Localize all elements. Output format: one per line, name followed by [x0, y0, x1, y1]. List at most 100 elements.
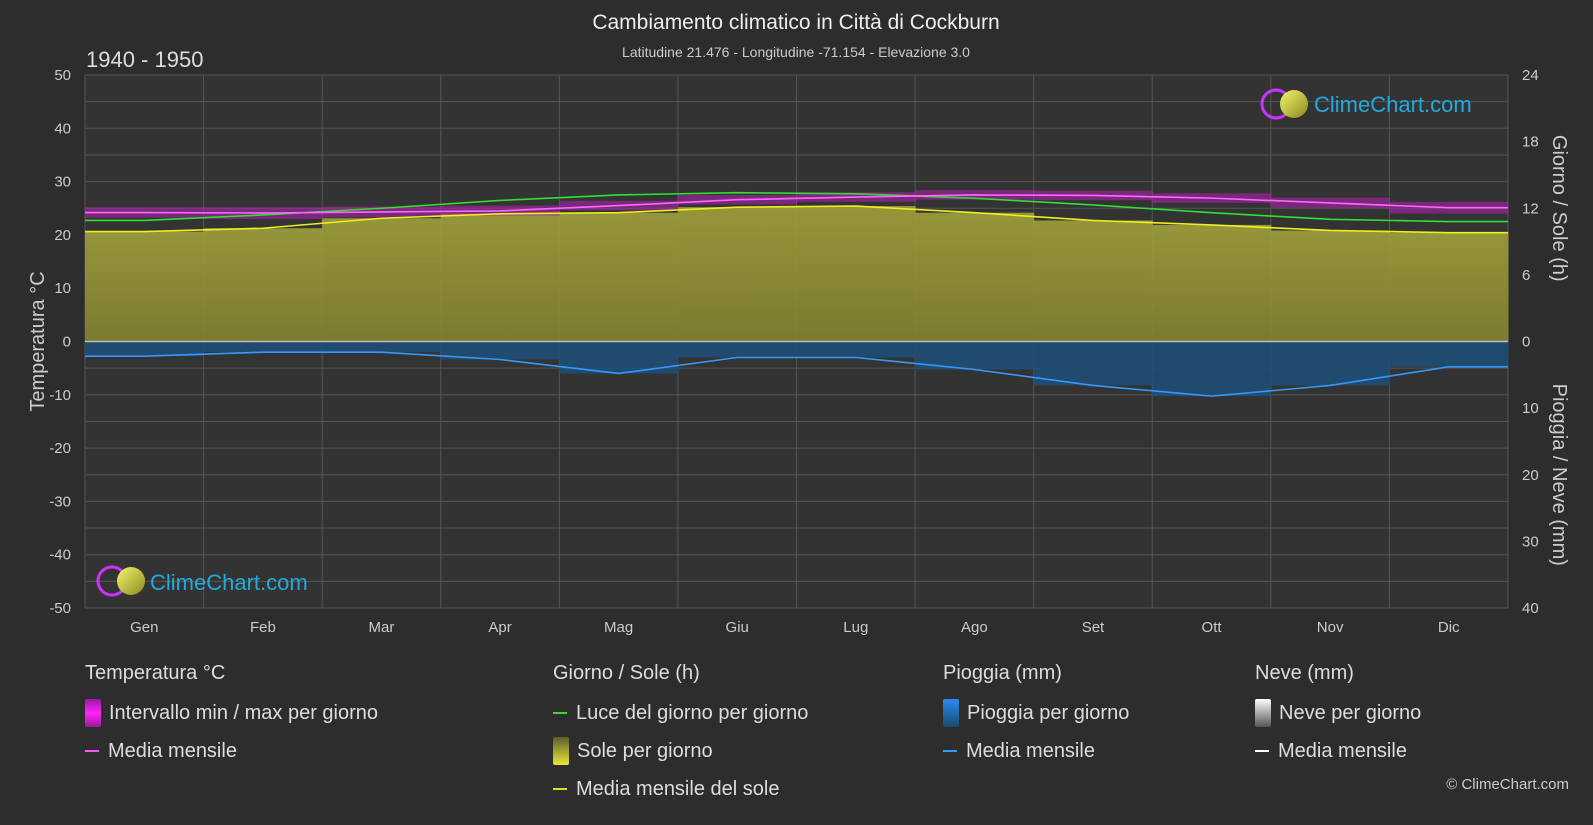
right-top-tick-label: 18 — [1522, 134, 1539, 151]
watermark-top: ClimeChart.com — [1260, 88, 1472, 120]
sun-bar — [1033, 220, 1153, 342]
legend-item: Luce del giorno per giorno — [553, 700, 808, 726]
left-tick-label: 30 — [54, 174, 71, 191]
legend-snow: Neve (mm) Neve per giorno Media mensile — [1255, 662, 1421, 776]
right-top-tick-label: 24 — [1522, 67, 1539, 84]
legend-item: Pioggia per giorno — [943, 699, 1130, 727]
legend-label: Intervallo min / max per giorno — [109, 701, 379, 724]
lines-layer — [85, 191, 1508, 397]
left-axis-title: Temperatura °C — [27, 271, 49, 411]
watermark-text: ClimeChart.com — [150, 570, 308, 595]
line-swatch-icon — [553, 788, 567, 790]
x-tick-label: Nov — [1317, 619, 1344, 636]
legend-title: Giorno / Sole (h) — [553, 662, 700, 684]
rain-bar — [322, 341, 442, 353]
legend-label: Luce del giorno per giorno — [576, 701, 809, 724]
left-tick-label: 10 — [54, 280, 71, 297]
watermark-text: ClimeChart.com — [1314, 92, 1472, 117]
legend-item: Media mensile — [85, 738, 378, 764]
line-swatch-icon — [553, 712, 567, 714]
legend-item: Intervallo min / max per giorno — [85, 699, 379, 727]
rain-bar — [677, 341, 797, 358]
legend-title: Neve (mm) — [1255, 662, 1354, 684]
legend-label: Media mensile — [108, 739, 237, 762]
x-tick-label: Gen — [130, 619, 158, 636]
x-tick-label: Ott — [1202, 619, 1223, 636]
daylight-line — [85, 191, 1508, 223]
legend-title: Pioggia (mm) — [943, 662, 1062, 684]
left-tick-label: 40 — [54, 120, 71, 137]
legend-label: Media mensile — [1278, 739, 1407, 762]
left-tick-label: 0 — [63, 334, 71, 351]
sun-bar — [85, 231, 205, 342]
chart-subtitle: Latitudine 21.476 - Longitudine -71.154 … — [622, 44, 970, 60]
left-tick-label: 50 — [54, 67, 71, 84]
legend-item: Media mensile — [1255, 738, 1421, 764]
legend-label: Media mensile — [966, 739, 1095, 762]
legend-item: Sole per giorno — [553, 737, 808, 765]
x-tick-label: Lug — [843, 619, 868, 636]
right-top-tick-label: 0 — [1522, 334, 1530, 351]
legend-rain: Pioggia (mm) Pioggia per giorno Media me… — [943, 662, 1129, 776]
sun-bar — [677, 207, 797, 342]
temperature-mean-line — [85, 194, 1508, 214]
rain-bar — [203, 341, 323, 353]
sun-bar — [796, 206, 916, 342]
left-tick-label: 20 — [54, 227, 71, 244]
legend-item: Media mensile — [943, 738, 1129, 764]
rain-bar — [85, 341, 205, 357]
right-top-tick-label: 12 — [1522, 200, 1539, 217]
copyright: © ClimeChart.com — [1446, 776, 1569, 793]
left-tick-label: -30 — [49, 493, 71, 510]
legend-item: Media mensile del sole — [553, 776, 808, 802]
right-top-tick-label: 6 — [1522, 267, 1530, 284]
sun-bar — [1270, 230, 1390, 342]
sun-bar — [1152, 224, 1272, 342]
legend-sun: Giorno / Sole (h) Luce del giorno per gi… — [553, 662, 808, 814]
x-tick-label: Mar — [369, 619, 395, 636]
chart-title: Cambiamento climatico in Città di Cockbu… — [592, 11, 999, 34]
rain-bar — [1270, 341, 1390, 386]
logo-sun-icon — [117, 567, 145, 595]
sun-bar — [203, 228, 323, 342]
sunshine-mean-line — [85, 205, 1508, 234]
period-label: 1940 - 1950 — [86, 47, 203, 72]
sun-bar — [559, 212, 679, 342]
rain-bar — [796, 341, 916, 358]
rain-bar — [1152, 341, 1272, 397]
x-tick-label: Apr — [488, 619, 511, 636]
logo-sun-icon — [1280, 90, 1308, 118]
rain-bar — [1389, 341, 1509, 367]
right-bottom-tick-label: 20 — [1522, 467, 1539, 484]
sun-layer — [85, 206, 1509, 342]
sun-bar — [1389, 232, 1509, 342]
x-tick-label: Giu — [726, 619, 749, 636]
legend-label: Neve per giorno — [1279, 701, 1422, 724]
minmax-swatch-icon — [85, 699, 101, 727]
left-tick-label: -50 — [49, 600, 71, 617]
rain-mean-line — [85, 351, 1508, 397]
legend-label: Pioggia per giorno — [967, 701, 1130, 724]
snow-swatch-icon — [1255, 699, 1271, 727]
left-tick-label: -10 — [49, 387, 71, 404]
sun-swatch-icon — [553, 737, 569, 765]
sun-bar — [440, 213, 560, 342]
x-tick-label: Mag — [604, 619, 633, 636]
legend-item: Neve per giorno — [1255, 699, 1422, 727]
legend-temperature: Temperatura °C Intervallo min / max per … — [85, 662, 378, 776]
left-tick-label: -40 — [49, 547, 71, 564]
x-tick-label: Feb — [250, 619, 276, 636]
x-tick-label: Set — [1082, 619, 1105, 636]
legend-title: Temperatura °C — [85, 662, 226, 684]
left-tick-label: -20 — [49, 440, 71, 457]
line-swatch-icon — [1255, 750, 1269, 752]
rain-bar — [1033, 341, 1153, 386]
line-swatch-icon — [85, 750, 99, 752]
x-tick-label: Dic — [1438, 619, 1460, 636]
watermark-bottom: ClimeChart.com — [96, 565, 308, 597]
right-bottom-tick-label: 10 — [1522, 400, 1539, 417]
right-axis-bottom-title: Pioggia / Neve (mm) — [1548, 384, 1570, 566]
rain-bar — [440, 341, 560, 360]
legend-label: Sole per giorno — [577, 739, 713, 762]
